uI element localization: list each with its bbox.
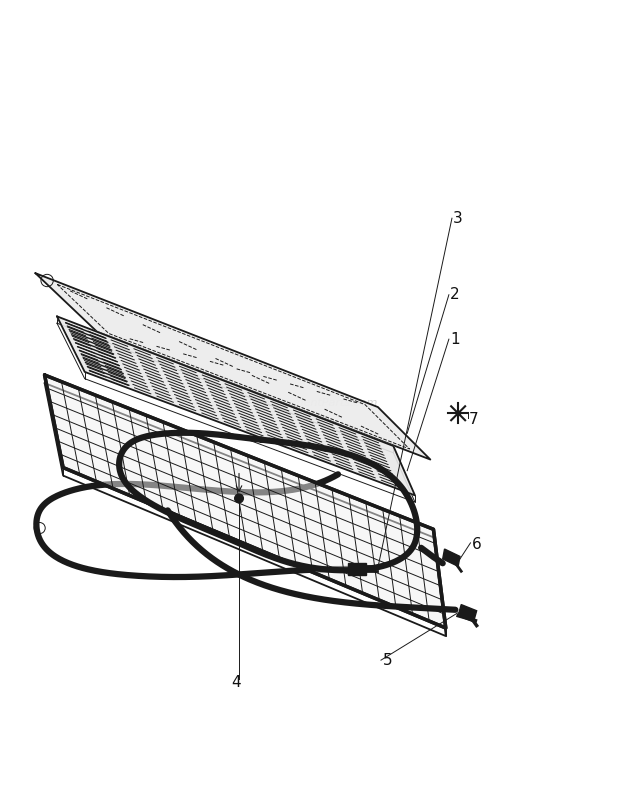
Text: 5: 5 <box>383 652 392 667</box>
Text: 4: 4 <box>231 675 241 690</box>
Text: 3: 3 <box>453 211 463 226</box>
Bar <box>348 563 366 575</box>
Polygon shape <box>35 273 430 460</box>
Text: 1: 1 <box>450 331 460 347</box>
Text: eReplacementParts.com: eReplacementParts.com <box>242 397 378 408</box>
Text: 2: 2 <box>450 287 460 302</box>
Text: 7: 7 <box>469 412 479 427</box>
Polygon shape <box>45 375 446 628</box>
Polygon shape <box>458 604 477 622</box>
Polygon shape <box>443 549 460 567</box>
Text: 6: 6 <box>472 537 482 552</box>
Polygon shape <box>57 316 415 495</box>
Circle shape <box>235 494 243 503</box>
